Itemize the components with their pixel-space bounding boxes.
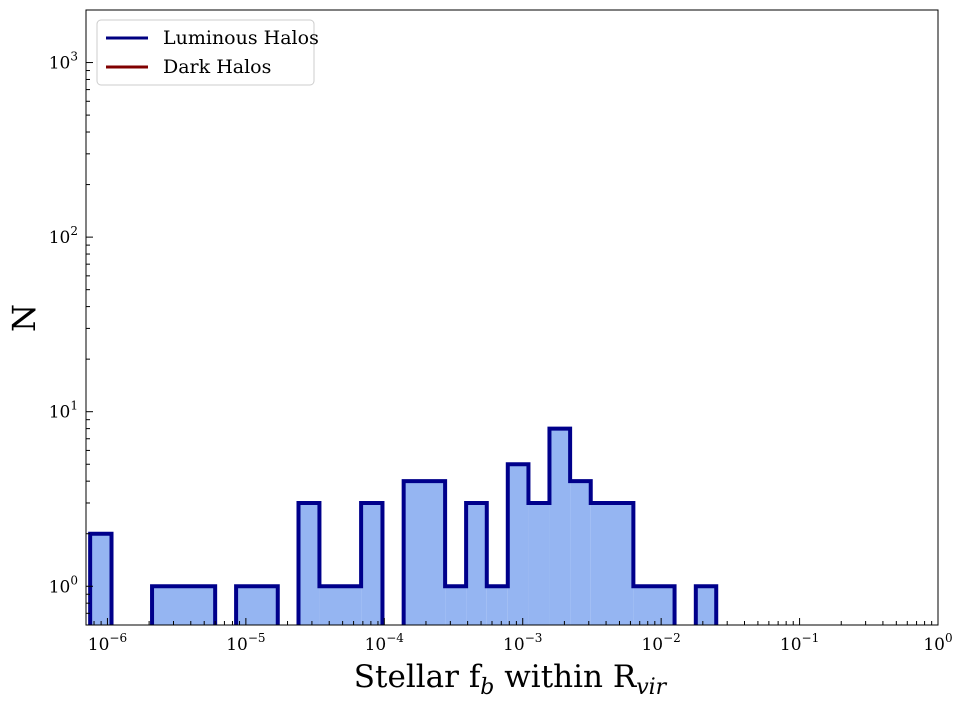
x-tick-label: 10−6 <box>88 631 127 655</box>
histogram-bar <box>590 502 634 625</box>
histogram-outline <box>693 584 719 625</box>
y-tick-label: 102 <box>49 224 78 248</box>
histogram-bar <box>298 502 320 625</box>
histogram-outline <box>296 500 385 625</box>
legend: Luminous Halos Dark Halos <box>96 19 319 86</box>
x-axis-label-main: Stellar f <box>354 659 483 695</box>
x-tick-label: 10−3 <box>503 631 542 655</box>
histogram-outline <box>88 531 114 625</box>
x-axis-label-sub1: b <box>480 675 494 700</box>
plot-frame <box>85 9 939 626</box>
histogram-outline <box>401 426 677 625</box>
x-axis-label-mid: within R <box>494 659 637 695</box>
axis-ticks <box>85 9 939 626</box>
x-tick-label: 10−2 <box>641 631 680 655</box>
histogram-bar <box>570 481 591 625</box>
x-tick-label: 100 <box>923 631 952 655</box>
legend-label-luminous: Luminous Halos <box>163 27 319 49</box>
x-axis-label: Stellar fb within Rvir <box>354 659 668 700</box>
histogram-bar <box>549 428 571 625</box>
histogram-bar <box>403 481 446 625</box>
x-tick-label: 10−1 <box>780 631 819 655</box>
histogram-bar <box>466 502 487 625</box>
y-tick-label: 101 <box>49 399 78 423</box>
histogram-outline <box>234 584 280 625</box>
histogram-bar <box>361 502 383 625</box>
histogram-bar <box>695 586 717 625</box>
histogram-bar <box>507 464 529 625</box>
histogram-bar <box>319 586 362 625</box>
legend-label-dark: Dark Halos <box>163 56 271 78</box>
histogram-bar <box>486 586 508 625</box>
histogram-bars <box>88 426 719 625</box>
histogram-bar <box>152 586 216 625</box>
y-axis-label: N <box>5 304 43 332</box>
histogram-bar <box>90 533 112 625</box>
histogram-bar <box>528 502 550 625</box>
x-axis-label-sub2: vir <box>636 675 667 700</box>
histogram-bar <box>445 586 467 625</box>
histogram-bar <box>633 586 675 625</box>
x-tick-label: 10−4 <box>365 631 405 655</box>
y-tick-label: 103 <box>49 50 78 74</box>
x-tick-label: 10−5 <box>226 631 265 655</box>
histogram-outline <box>150 584 218 625</box>
tick-labels: 10−6 10−5 10−4 10−3 10−2 10−1 100 100 101 102 103 <box>49 50 953 655</box>
legend-box <box>96 19 315 86</box>
y-tick-label: 100 <box>49 573 78 597</box>
histogram-bar <box>236 586 278 625</box>
